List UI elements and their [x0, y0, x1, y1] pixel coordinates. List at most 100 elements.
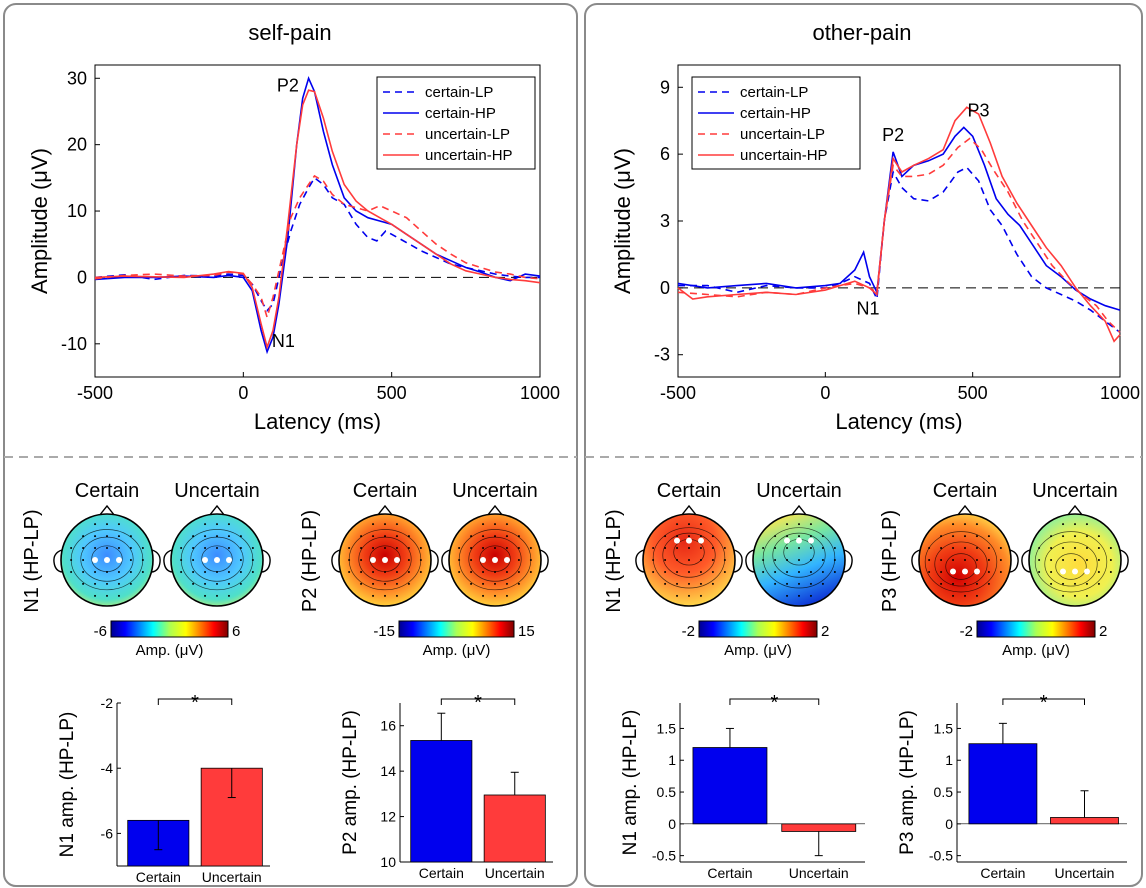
electrode: [999, 547, 1002, 550]
legend: certain-LP certain-HP uncertain-LP uncertai…: [691, 76, 861, 170]
roi-electrode: [504, 557, 510, 563]
electrode: [384, 582, 386, 585]
y-tick-label: -3: [654, 345, 670, 365]
electrode: [928, 570, 931, 573]
other-erp-chart: -500 0 500 1000 -3 0 3 6 9 Latency (ms) Amplitude …: [610, 64, 1140, 434]
head-nose: [208, 504, 226, 517]
x-axis-label: Latency (ms): [254, 409, 381, 434]
electrode: [494, 594, 496, 597]
colorbar-label: Amp. (μV): [1002, 642, 1070, 659]
y-tick-label: -2: [101, 695, 114, 711]
topomap-other-n1: N1 (HP-LP) Certain Uncertain -2 2 Amp. (μV): [603, 480, 853, 659]
electrode: [1074, 559, 1076, 561]
series-line-uncertain-LP: [94, 174, 541, 321]
y-tick-label: -6: [101, 825, 114, 841]
y-tick-label: 20: [67, 135, 87, 155]
electrode: [1062, 547, 1065, 550]
electrode: [1062, 535, 1065, 538]
electrode: [952, 559, 955, 561]
x-tick-label: Certain: [136, 869, 181, 885]
electrode: [141, 559, 144, 561]
electrode: [117, 594, 120, 597]
electrode: [786, 594, 789, 597]
electrode: [833, 559, 836, 561]
panel-frame-other: [584, 3, 1143, 887]
electrode: [964, 559, 966, 561]
electrode: [688, 582, 690, 585]
y-tick-label: -10: [61, 334, 87, 354]
electrode: [975, 559, 978, 561]
panel-title-self: self-pain: [248, 20, 331, 45]
electrode: [688, 570, 690, 573]
legend-entry: uncertain-HP: [740, 147, 828, 164]
electrode: [774, 535, 777, 538]
roi-electrode: [480, 557, 486, 563]
electrode: [458, 559, 461, 561]
head-ear-left: [745, 549, 755, 573]
y-axis-label: N1 amp. (HP-LP): [620, 710, 641, 856]
head-ear-right: [539, 549, 549, 573]
contour-line: [1055, 553, 1087, 580]
series-line-certain-HP: [677, 126, 1121, 311]
electrode: [652, 559, 655, 561]
electrode: [192, 582, 195, 585]
electrode: [711, 559, 714, 561]
roi-electrode: [202, 557, 208, 563]
electrode: [239, 570, 242, 573]
bar-Certain: [410, 740, 473, 863]
colorbar: [698, 620, 818, 638]
electrode: [360, 582, 363, 585]
electrode: [1085, 582, 1088, 585]
significance-bracket: [729, 698, 820, 705]
electrode: [699, 570, 702, 573]
electrode: [517, 570, 520, 573]
x-axis-label: Latency (ms): [835, 409, 962, 434]
head-nose: [956, 504, 974, 517]
electrode: [952, 547, 955, 550]
electrode: [106, 547, 108, 550]
x-tick-label: Certain: [980, 865, 1025, 881]
electrode: [1062, 559, 1065, 561]
electrode: [711, 582, 714, 585]
electrode: [82, 559, 85, 561]
significance-marker: *: [770, 692, 778, 714]
electrode: [129, 535, 132, 538]
electrode: [711, 535, 714, 538]
colorbar-label: Amp. (μV): [136, 642, 204, 659]
electrode: [809, 594, 812, 597]
x-tick-label: Uncertain: [1055, 865, 1115, 881]
panel-frame-self: [3, 3, 578, 887]
contour-line: [762, 527, 836, 589]
electrode: [1038, 570, 1041, 573]
roi-electrode: [808, 537, 814, 544]
electrode: [833, 570, 836, 573]
y-tick-label: 3: [660, 211, 670, 231]
head-ear-left: [163, 549, 173, 573]
x-tick-label: Uncertain: [789, 865, 849, 881]
electrode: [482, 570, 485, 573]
electrode: [1097, 570, 1100, 573]
electrode: [407, 547, 410, 550]
electrode: [204, 570, 207, 573]
other-n1-bar-chart: -0.5 0 0.5 1 1.5 N1 amp. (HP-LP) Certain Uncert…: [620, 692, 865, 881]
self-erp-axes-box: [94, 64, 541, 378]
legend-entry: uncertain-LP: [740, 126, 825, 143]
electrode: [239, 547, 242, 550]
y-tick-label: 14: [380, 763, 396, 779]
electrode: [975, 535, 978, 538]
self-n1-bar-chart: -6 -4 -2 N1 amp. (HP-LP) Certain Uncertain *: [57, 692, 270, 885]
colorbar-max: 2: [821, 623, 829, 640]
electrode: [384, 547, 386, 550]
electrode: [141, 547, 144, 550]
electrode: [482, 594, 485, 597]
electrode: [117, 535, 120, 538]
series-line-certain-LP: [678, 166, 1121, 334]
electrode: [94, 523, 97, 526]
electrode: [372, 535, 375, 538]
significance-marker: *: [1040, 692, 1048, 714]
electrode: [1062, 594, 1065, 597]
electrode: [372, 594, 375, 597]
roi-electrode: [950, 568, 956, 575]
y-tick-label: 0: [77, 267, 87, 287]
legend: certain-LP certain-HP uncertain-LP uncertai…: [376, 76, 536, 170]
